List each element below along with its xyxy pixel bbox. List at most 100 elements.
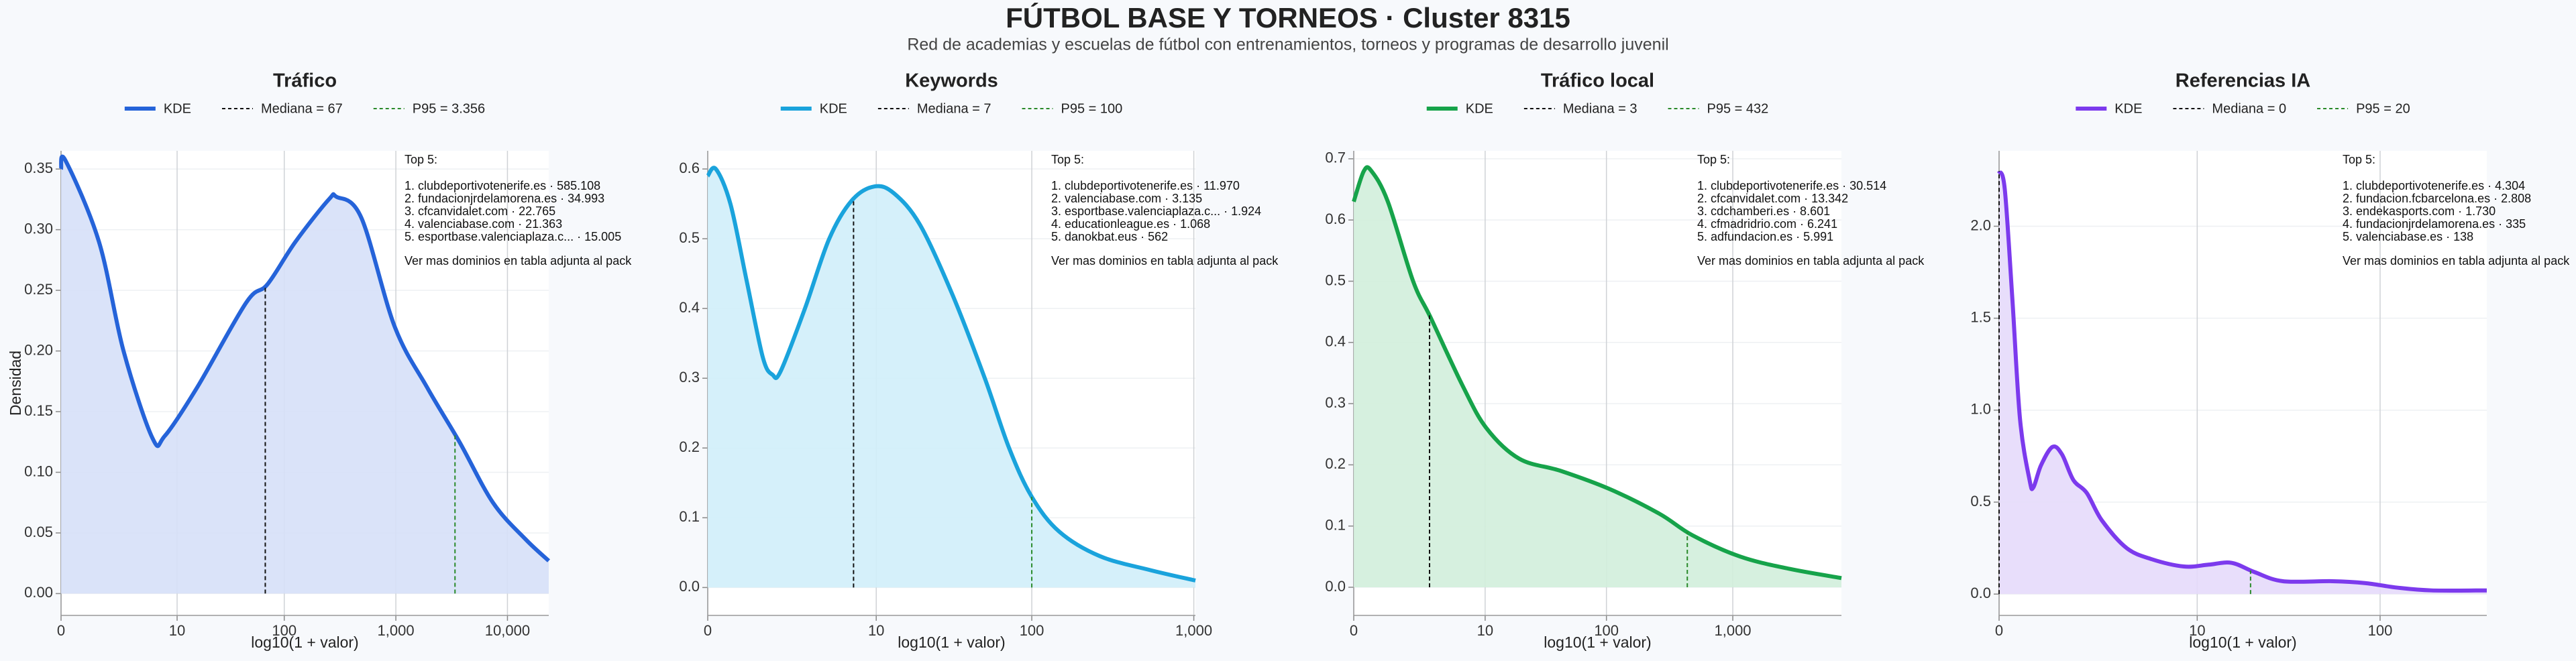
annotation-item: 5. danokbat.eus · 562 <box>1051 230 1168 243</box>
x-tick-label: 10 <box>1477 622 1493 639</box>
y-tick-label: 0.25 <box>24 281 53 298</box>
kde-fill <box>1999 171 2487 595</box>
panel-title: Tráfico <box>273 70 337 92</box>
legend-label: P95 = 3.356 <box>413 101 485 116</box>
x-axis-label: log10(1 + valor) <box>1544 634 1651 651</box>
x-tick-label: 10,000 <box>485 622 530 639</box>
x-tick-label: 100 <box>1594 622 1619 639</box>
annotation-item: 1. clubdeportivotenerife.es · 585.108 <box>405 179 600 192</box>
annotation-item: 3. cfcanvidalet.com · 22.765 <box>405 204 555 218</box>
x-tick-label: 100 <box>2368 622 2393 639</box>
x-tick-label: 100 <box>272 622 297 639</box>
x-tick-label: 1,000 <box>1175 622 1212 639</box>
y-tick-label: 0.7 <box>1325 149 1346 166</box>
y-tick-label: 0.15 <box>24 402 53 419</box>
panel-title: Tráfico local <box>1541 70 1654 92</box>
annotation-item: 5. valenciabase.es · 138 <box>2343 230 2473 243</box>
y-tick-label: 0.4 <box>1325 333 1346 350</box>
annotation-title: Top 5: <box>405 153 437 166</box>
y-tick-label: 2.0 <box>1970 217 1991 233</box>
x-tick-label: 10 <box>2189 622 2205 639</box>
x-tick-label: 0 <box>1350 622 1358 639</box>
y-axis-label: Densidad <box>7 351 24 416</box>
y-tick-label: 0.5 <box>679 229 700 246</box>
y-tick-label: 0.0 <box>1970 585 1991 601</box>
y-tick-label: 0.3 <box>679 369 700 385</box>
annotation-note: Ver mas dominios en tabla adjunta al pac… <box>1697 254 1925 267</box>
annotation-item: 3. cdchamberi.es · 8.601 <box>1697 204 1830 218</box>
y-tick-label: 1.5 <box>1970 308 1991 325</box>
x-tick-label: 0 <box>57 622 65 639</box>
y-tick-label: 0.6 <box>679 160 700 176</box>
y-tick-label: 0.00 <box>24 584 53 601</box>
kde-line <box>1352 165 1842 581</box>
kde-line <box>706 166 1196 583</box>
annotation-item: 1. clubdeportivotenerife.es · 11.970 <box>1051 179 1240 192</box>
legend: KDE Mediana = 7 P95 = 100 <box>780 101 1123 116</box>
legend-label: KDE <box>2114 101 2142 116</box>
kde-line <box>1997 170 2487 593</box>
panel-title: Referencias IA <box>2176 70 2311 92</box>
kde-fill <box>61 156 549 594</box>
y-tick-label: 0.30 <box>24 220 53 237</box>
legend-label: KDE <box>1466 101 1493 116</box>
legend: KDE Mediana = 3 P95 = 432 <box>1426 101 1769 116</box>
y-tick-label: 0.0 <box>1325 578 1346 595</box>
y-tick-label: 0.6 <box>1325 211 1346 227</box>
legend-label: KDE <box>820 101 847 116</box>
annotation-item: 4. cfmadridrio.com · 6.241 <box>1697 217 1837 231</box>
legend-label: P95 = 432 <box>1707 101 1769 116</box>
annotation-item: 2. valenciabase.com · 3.135 <box>1051 192 1202 205</box>
y-tick-label: 0.0 <box>679 578 700 595</box>
y-tick-label: 0.20 <box>24 341 53 358</box>
legend-label: Mediana = 3 <box>1563 101 1638 116</box>
panel: 0.00 0.05 0.10 0.15 0.20 0.25 0.30 0.35 0 10 100 1,… <box>7 70 632 651</box>
kde-line <box>59 154 551 562</box>
annotation-title: Top 5: <box>1697 153 1730 166</box>
legend-label: Mediana = 0 <box>2212 101 2286 116</box>
legend: KDE Mediana = 67 P95 = 3.356 <box>124 101 485 116</box>
y-tick-label: 0.1 <box>679 508 700 525</box>
annotation-item: 2. cfcanvidalet.com · 13.342 <box>1697 192 1848 205</box>
y-tick-label: 0.35 <box>24 160 53 176</box>
y-tick-label: 1.0 <box>1970 401 1991 418</box>
annotation-title: Top 5: <box>2343 153 2375 166</box>
x-tick-label: 1,000 <box>378 622 415 639</box>
legend: KDE Mediana = 0 P95 = 20 <box>2076 101 2410 116</box>
kde-fill <box>708 168 1195 588</box>
x-tick-label: 10 <box>169 622 185 639</box>
annotation-item: 1. clubdeportivotenerife.es · 4.304 <box>2343 179 2525 192</box>
y-tick-label: 0.1 <box>1325 517 1346 534</box>
legend-label: KDE <box>164 101 191 116</box>
annotation-item: 5. esportbase.valenciaplaza.c... · 15.00… <box>405 230 621 243</box>
annotation-item: 1. clubdeportivotenerife.es · 30.514 <box>1697 179 1886 192</box>
annotation-note: Ver mas dominios en tabla adjunta al pac… <box>1051 254 1279 267</box>
x-tick-label: 10 <box>868 622 884 639</box>
page-subtitle: Red de academias y escuelas de fútbol co… <box>907 36 1668 54</box>
x-tick-label: 1,000 <box>1714 622 1751 639</box>
annotation-item: 2. fundacion.fcbarcelona.es · 2.808 <box>2343 192 2531 205</box>
x-tick-label: 100 <box>1020 622 1044 639</box>
y-tick-label: 0.05 <box>24 524 53 540</box>
annotation-item: 5. adfundacion.es · 5.991 <box>1697 230 1833 243</box>
legend-label: P95 = 100 <box>1061 101 1123 116</box>
y-tick-label: 0.4 <box>679 299 700 316</box>
panel: 0.0 0.1 0.2 0.3 0.4 0.5 0.6 0 10 100 1,000 Keywords… <box>679 70 1279 651</box>
x-axis-label: log10(1 + valor) <box>898 634 1005 651</box>
legend-label: P95 = 20 <box>2356 101 2410 116</box>
y-tick-label: 0.3 <box>1325 394 1346 411</box>
panel: 0.0 0.1 0.2 0.3 0.4 0.5 0.6 0.7 0 10 100 1,000 Tráfi… <box>1325 70 1925 651</box>
x-tick-label: 0 <box>1995 622 2003 639</box>
legend-label: Mediana = 67 <box>261 101 343 116</box>
annotation-item: 2. fundacionjrdelamorena.es · 34.993 <box>405 192 604 205</box>
legend-label: Mediana = 7 <box>917 101 991 116</box>
panel: 0.0 0.5 1.0 1.5 2.0 0 10 100 Referencias IA log10… <box>1970 70 2570 651</box>
y-tick-label: 0.5 <box>1325 272 1346 288</box>
annotation-note: Ver mas dominios en tabla adjunta al pac… <box>405 254 632 267</box>
y-tick-label: 0.2 <box>1325 455 1346 472</box>
annotation-item: 4. educationleague.es · 1.068 <box>1051 217 1210 231</box>
annotation-item: 3. esportbase.valenciaplaza.c... · 1.924 <box>1051 204 1261 218</box>
annotation-title: Top 5: <box>1051 153 1084 166</box>
page-title: FÚTBOL BASE Y TORNEOS · Cluster 8315 <box>1006 1 1570 34</box>
